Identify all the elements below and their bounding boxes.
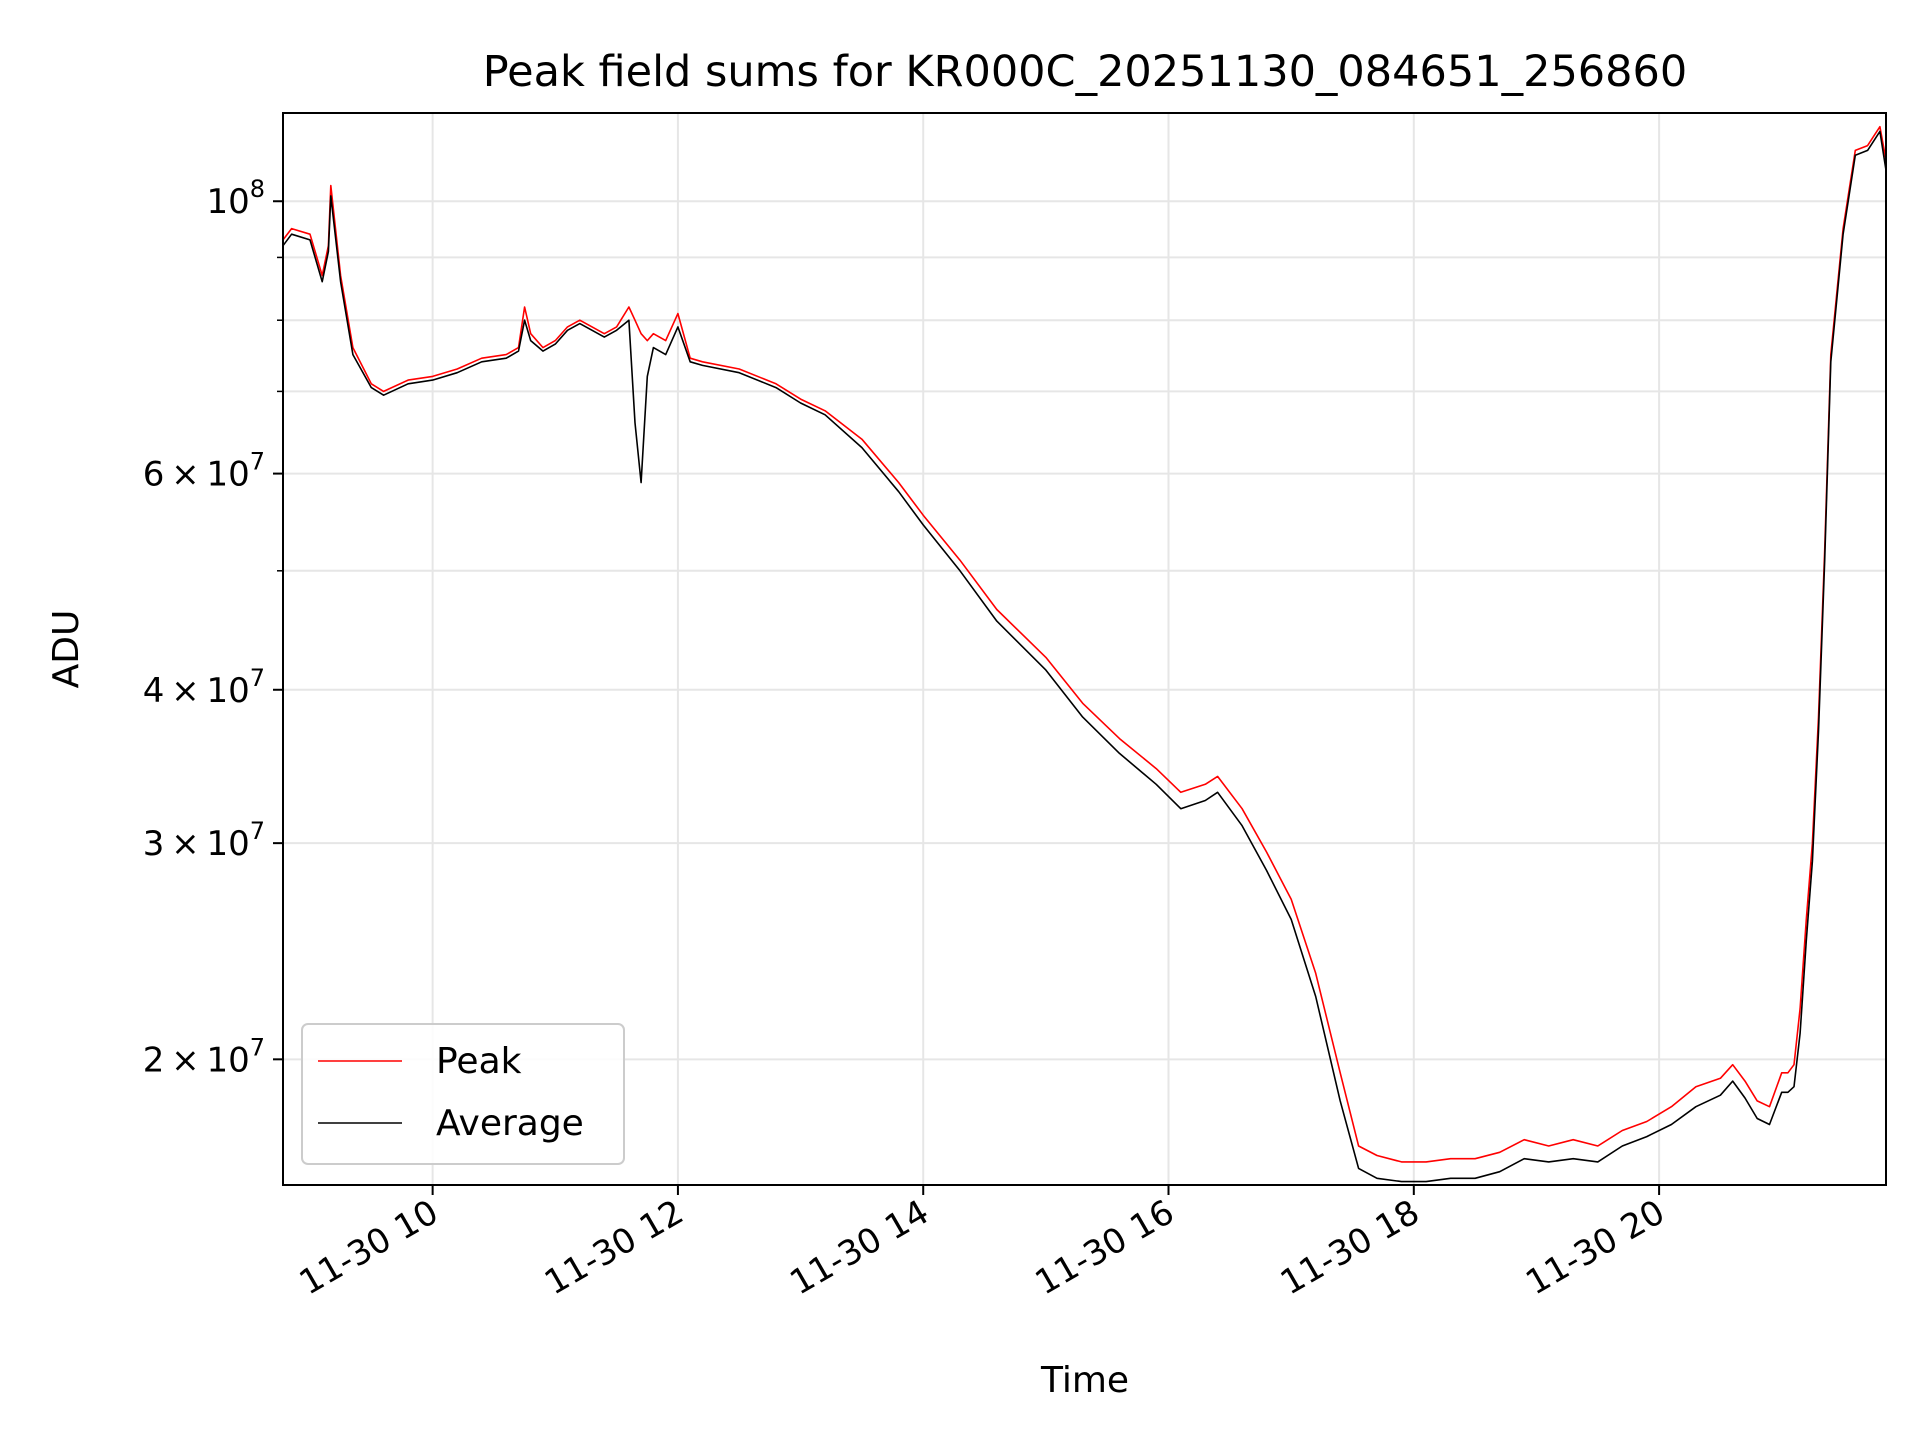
x-tick-label: 11-30 20 bbox=[1519, 1192, 1671, 1303]
y-tick-label: 6 × 107 bbox=[143, 448, 265, 495]
y-axis-title: ADU bbox=[46, 610, 87, 689]
series-layer bbox=[282, 125, 1887, 1183]
plot-frame bbox=[282, 112, 1887, 1186]
legend-peak-label: Peak bbox=[436, 1041, 522, 1082]
x-tick-label: 11-30 18 bbox=[1274, 1192, 1426, 1303]
legend-box bbox=[301, 1023, 625, 1165]
series-line-average bbox=[282, 130, 1887, 1183]
legend-average-label: Average bbox=[436, 1103, 584, 1144]
chart-title: Peak field sums for KR000C_20251130_0846… bbox=[483, 47, 1687, 97]
x-tick-label: 11-30 10 bbox=[293, 1192, 445, 1303]
y-tick-label: 108 bbox=[206, 175, 265, 222]
x-tick-label: 11-30 16 bbox=[1029, 1192, 1181, 1303]
x-axis-title: Time bbox=[1040, 1360, 1129, 1401]
grid-layer bbox=[283, 113, 1886, 1185]
y-tick-label: 4 × 107 bbox=[143, 664, 265, 711]
y-tick-label: 3 × 107 bbox=[143, 817, 265, 864]
series-line-peak bbox=[282, 125, 1887, 1163]
y-tick-label: 2 × 107 bbox=[143, 1033, 265, 1080]
x-tick-label: 11-30 12 bbox=[538, 1192, 690, 1303]
x-tick-label: 11-30 14 bbox=[783, 1192, 935, 1303]
legend: Peak Average bbox=[301, 1023, 625, 1165]
